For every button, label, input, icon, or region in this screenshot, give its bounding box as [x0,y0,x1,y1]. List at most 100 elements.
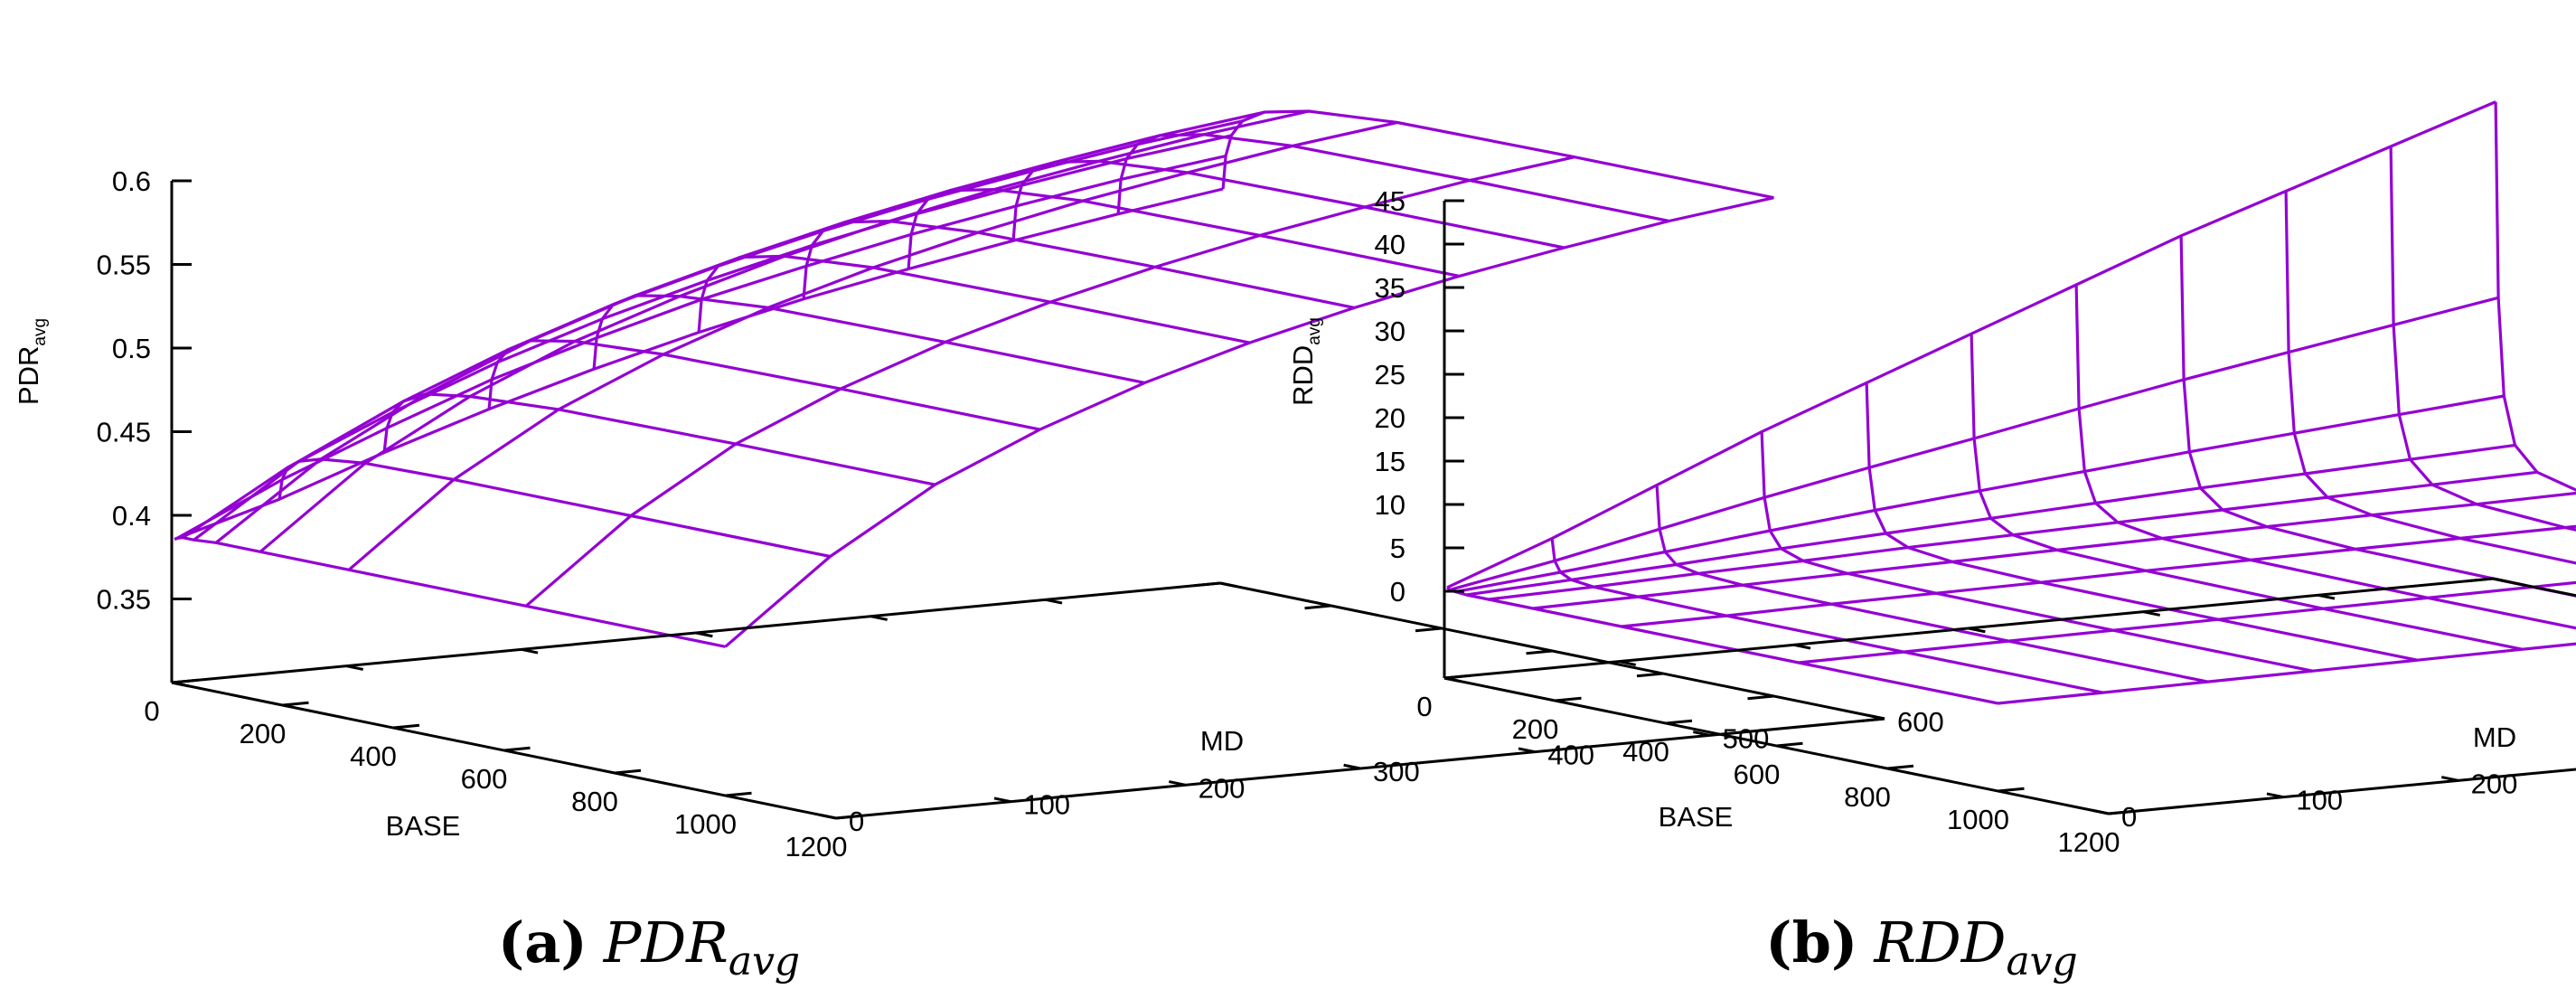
panel-b-y-tick-mark-far [2317,593,2336,600]
panel-a-axes [170,179,1885,820]
panel-b-axes [1443,199,2576,815]
panel-a-y-tick-mark [1343,763,1361,770]
panel-b-y-tick-mark-far [2492,577,2510,584]
panel-a-mesh-line-md [174,536,726,648]
panel-b-x-axis-label: BASE [1659,801,1734,833]
panel-a-mesh-line-base [215,110,1265,544]
panel-b-x-tick-label: 400 [1622,736,1669,768]
panel-b-z-tick-label: 45 [1375,185,1406,217]
panel-a-z-tick-label: 0.5 [112,333,151,364]
panel-a-y-tick-label: 100 [1023,789,1070,821]
panel-b-y-tick-label: 0 [2121,801,2137,833]
panel-a-x-tick-mark-far [1304,604,1331,610]
panel-a-mesh-line-base [176,155,1227,540]
panel-b-mesh-line-base [1466,443,2515,597]
panel-a-x-tick-mark-far [1415,627,1443,633]
panel-a-y-tick-label: 200 [1199,772,1246,804]
panel-a-x-axis-label: BASE [386,810,461,842]
panel-b-mesh-line-base [1446,100,2496,589]
panel-a-x-tick-mark-far [1193,581,1221,588]
panel-a-y-tick-mark [1867,713,1885,721]
panel-a-y-tick-label: 600 [1897,706,1944,738]
panel-b-mesh-line-md [1655,485,2208,683]
panel-a-caption: (a) PDRavg [498,909,800,985]
panel-a-x-tick-mark-far [1636,672,1664,678]
panel-b-caption-main: RDD [1873,909,2006,975]
panel-b-mesh-line-base [1455,394,2505,594]
panel-b-z-tick-label: 20 [1375,402,1406,434]
panel-b-x-tick-mark [1665,719,1693,725]
panel-b-x-tick-mark [1555,696,1582,702]
panel-b-z-tick-label: 25 [1375,359,1406,391]
panel-b-mesh-line-base [1798,580,2576,664]
panel-b-caption-label: (b) [1765,909,1857,975]
panel-a-x-tick-mark [725,791,752,797]
panel-b-y-tick-label: 100 [2296,785,2343,816]
panel-b-x-tick-label: 1000 [1947,804,2009,835]
panel-b-mesh-line-base [1449,296,2499,591]
panel-a-x-tick-mark [835,814,863,820]
panel-a-y-tick-mark-far [1219,581,1237,589]
panel-b-y-tick-mark-far [1619,660,1637,666]
panel-a-y-tick-mark-far [346,664,364,671]
panel-a-mesh-line-base [524,156,1575,608]
panel-a-chart: 0200400600800100012000100200300400500600… [13,109,1944,985]
panel-b-z-tick-label: 30 [1375,316,1406,347]
panel-b-mesh-line-base [1488,470,2538,601]
panel-a-x-tick-label: 400 [350,740,397,772]
panel-a-y-tick-mark [819,813,837,820]
panel-b-caption: (b) RDDavg [1765,909,2077,985]
panel-b-z-axis-label-sub: avg [1305,317,1324,345]
panel-a-z-tick-label: 0.6 [112,165,151,197]
panel-b-surface-mesh [1446,100,2576,705]
panel-a-mesh-line-base [174,187,1224,541]
panel-b-mesh-line-base [1621,524,2576,628]
panel-a-z-tick-label: 0.45 [97,417,151,448]
panel-b-y-tick-label: 200 [2471,768,2518,799]
panel-b-x-tick-mark [1776,741,1803,748]
panel-a-mesh-line-base [724,196,1774,648]
panel-a-surface-mesh [174,109,1774,648]
panel-a-z-tick-label: 0.55 [97,250,151,281]
panel-a-y-tick-mark [993,796,1011,804]
panel-a-z-axis-label-sub: avg [31,318,50,346]
panel-a-y-tick-mark [1692,730,1710,737]
panel-a-mesh-line-md [1221,109,1774,200]
panel-a-mesh-line-base [347,120,1398,571]
panel-a-y-axis-label: MD [1200,725,1244,757]
panel-b-mesh-line-base [1998,642,2576,705]
panel-b-y-tick-mark [2092,808,2110,815]
panel-a-y-tick-mark [1518,747,1536,754]
panel-b-mesh-line-base [1532,491,2576,610]
panel-b-chart: 0200400600800100012000100200300400500600… [1287,100,2576,985]
panel-b-z-tick-label: 35 [1375,272,1406,304]
panel-b-x-tick-label: 0 [1416,691,1432,722]
panel-a-x-tick-label: 0 [144,695,159,727]
panel-a-x-tick-label: 1000 [674,808,737,840]
panel-b-y-tick-mark-far [1968,627,1986,634]
panel-a-x-tick-mark [392,723,420,730]
panel-a-z-tick-label: 0.35 [97,584,151,616]
panel-a-mesh-line-base [259,109,1310,553]
panel-a-caption-main: PDR [603,909,729,975]
panel-b-y-tick-mark-far [2143,610,2161,617]
panel-a-x-tick-label: 800 [571,786,618,817]
panel-b-z-tick-label: 5 [1390,532,1406,564]
panel-a-z-axis-label: PDRavg [13,318,50,405]
panel-a-y-tick-mark-far [695,631,713,638]
panel-b-z-axis-label-main: RDD [1287,345,1319,406]
panel-a-y-tick-mark-far [870,615,888,621]
panel-b-x-tick-label: 1200 [2058,826,2120,858]
panel-b-tick-labels: 0200400600800100012000100200300400500600… [1375,185,2518,858]
panel-b-x-tick-label: 600 [1734,759,1781,790]
panel-a-x-tick-mark [282,701,309,707]
panel-a-x-tick-mark-far [1526,649,1553,655]
panel-a-mesh-line-md [277,457,831,559]
panel-a-mesh-line-md [487,339,1040,431]
panel-a-caption-sub: avg [729,938,800,985]
panel-b-mesh-line-md [2179,235,2576,598]
panel-b-y-tick-mark-far [1793,643,1811,650]
panel-b-z-tick-label: 10 [1375,489,1406,521]
panel-a-y-tick-label: 400 [1547,740,1594,771]
panel-a-x-tick-label: 200 [240,718,287,749]
